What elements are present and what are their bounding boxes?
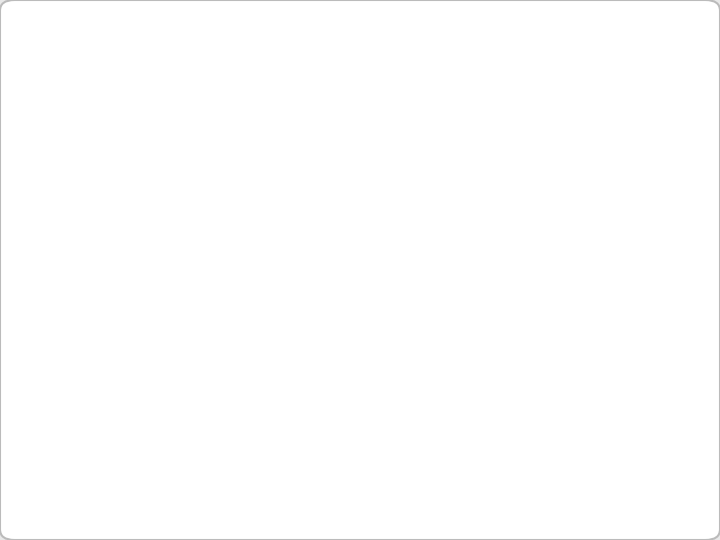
FancyBboxPatch shape [628, 480, 704, 530]
Ellipse shape [371, 473, 409, 491]
Text: 0%: 0% [500, 441, 521, 454]
Text: 15: 15 [647, 491, 685, 519]
Ellipse shape [431, 473, 469, 491]
Text: C.: C. [42, 204, 68, 228]
Polygon shape [300, 468, 700, 496]
Text: 0%: 0% [320, 441, 341, 454]
Ellipse shape [311, 473, 349, 491]
Text: D.: D. [42, 242, 71, 266]
Text: 0%: 0% [559, 441, 580, 454]
Text: A.: A. [323, 504, 336, 514]
Text: edge city: edge city [90, 166, 212, 190]
Text: multiple nuclei: multiple nuclei [90, 242, 289, 266]
Text: C.: C. [444, 504, 456, 514]
Text: 0%: 0% [379, 441, 400, 454]
Text: B.: B. [42, 166, 69, 190]
Ellipse shape [491, 473, 529, 491]
Text: B.: B. [384, 504, 396, 514]
Text: rings.: rings. [50, 78, 149, 107]
Text: D.: D. [503, 504, 517, 514]
Text: model holds: model holds [435, 15, 644, 44]
Text: peripheral: peripheral [90, 280, 228, 304]
Text: A.: A. [42, 128, 70, 152]
Text: 0%: 0% [439, 441, 461, 454]
FancyBboxPatch shape [35, 125, 251, 165]
Text: E.: E. [42, 280, 67, 304]
Ellipse shape [551, 473, 589, 491]
Text: sector: sector [90, 204, 174, 228]
Text: that cities expand outward in circular: that cities expand outward in circular [50, 45, 697, 74]
Text: The: The [50, 15, 113, 44]
Text: _________________: _________________ [115, 13, 374, 42]
Text: concentric zone: concentric zone [90, 128, 300, 152]
